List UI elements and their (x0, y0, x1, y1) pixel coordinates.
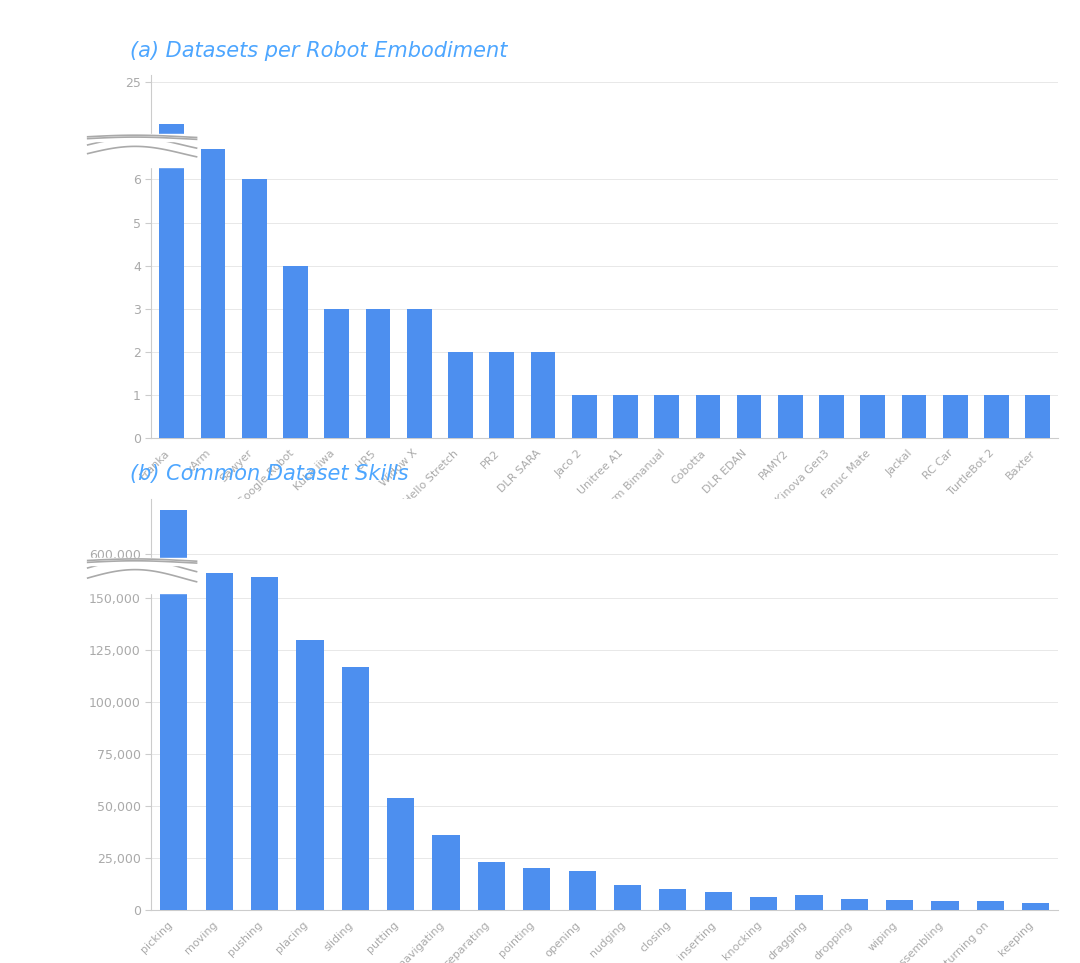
Bar (489, 402, 514, 429)
Bar (366, 388, 390, 429)
Bar (477, 862, 505, 910)
Bar (659, 889, 687, 910)
Bar (79, 134, 188, 142)
Bar (324, 388, 349, 429)
Bar (613, 416, 638, 429)
Bar (530, 351, 555, 438)
Bar (737, 395, 761, 438)
Bar (341, 666, 369, 910)
Bar (571, 416, 596, 429)
Bar (931, 900, 959, 910)
Bar (943, 416, 968, 429)
Bar (251, 577, 279, 910)
Bar (840, 898, 868, 910)
Bar (613, 885, 642, 910)
Bar (341, 910, 369, 963)
Bar (530, 402, 555, 429)
Bar (696, 416, 720, 429)
Bar (79, 132, 188, 167)
Bar (448, 402, 473, 429)
Text: (a) Datasets per Robot Embodiment: (a) Datasets per Robot Embodiment (130, 40, 507, 61)
Bar (568, 871, 596, 910)
Bar (886, 899, 914, 910)
Bar (283, 266, 308, 438)
Text: (b) Common Dataset Skills: (b) Common Dataset Skills (130, 464, 408, 484)
Bar (366, 309, 390, 438)
Bar (820, 395, 843, 438)
Bar (432, 835, 460, 910)
Bar (242, 179, 267, 438)
Bar (201, 332, 226, 429)
Bar (160, 509, 188, 963)
Bar (448, 351, 473, 438)
Bar (1022, 902, 1050, 910)
Bar (407, 388, 432, 429)
Bar (205, 546, 233, 910)
Bar (943, 395, 968, 438)
Bar (296, 900, 324, 963)
Bar (283, 375, 308, 429)
Bar (387, 797, 415, 910)
Bar (407, 309, 432, 438)
Bar (902, 416, 927, 429)
Bar (795, 896, 823, 910)
Bar (778, 416, 802, 429)
Bar (696, 395, 720, 438)
Bar (902, 395, 927, 438)
Bar (984, 416, 1009, 429)
Bar (984, 395, 1009, 438)
Bar (654, 395, 679, 438)
Bar (160, 0, 188, 910)
Bar (201, 137, 226, 438)
Bar (654, 416, 679, 429)
Bar (571, 395, 596, 438)
Bar (750, 897, 778, 910)
Bar (737, 416, 761, 429)
Bar (251, 878, 279, 963)
Bar (489, 351, 514, 438)
Bar (160, 124, 185, 429)
Bar (613, 395, 638, 438)
Bar (296, 639, 324, 910)
Bar (205, 867, 233, 963)
Bar (976, 900, 1004, 910)
Bar (160, 0, 185, 438)
Bar (1025, 416, 1050, 429)
Bar (778, 395, 802, 438)
Bar (1025, 395, 1050, 438)
Bar (79, 553, 188, 593)
Bar (79, 558, 188, 565)
Bar (242, 347, 267, 429)
Bar (324, 309, 349, 438)
Bar (861, 416, 886, 429)
Bar (861, 395, 886, 438)
Bar (387, 956, 415, 963)
Bar (820, 416, 843, 429)
Bar (704, 893, 732, 910)
Bar (523, 869, 551, 910)
